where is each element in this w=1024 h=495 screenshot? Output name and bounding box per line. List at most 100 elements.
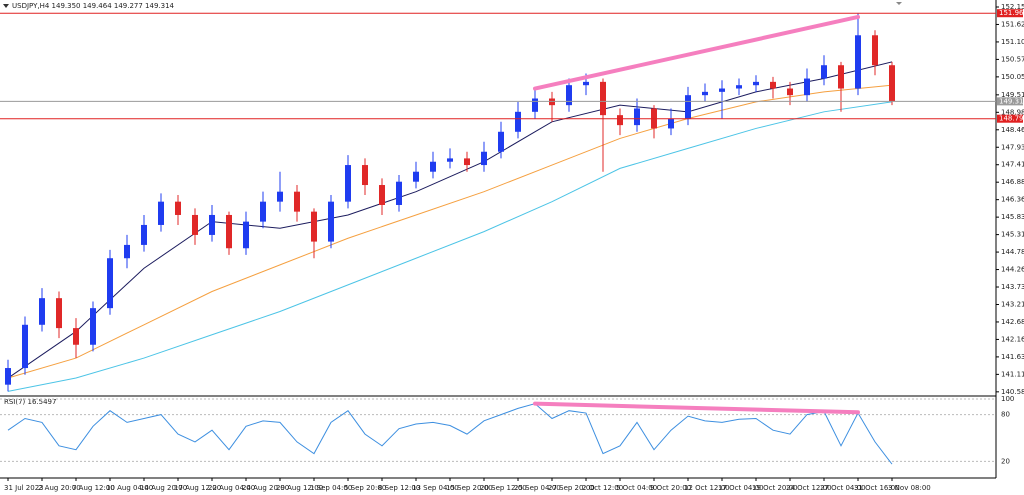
candle-body [413,171,419,182]
x-tick-label: 10 Aug 04:00 [106,484,153,492]
x-tick-label: 25 Sep 04:00 [514,484,561,492]
candle-body [617,115,623,126]
y-tick-label: 142.160 [1001,335,1024,343]
trend-line [533,14,860,91]
y-tick-label: 141.110 [1001,370,1024,378]
candle-body [90,308,96,345]
y-tick-label: 143.735 [1001,283,1024,291]
y-tick-label: 144.260 [1001,266,1024,274]
candle-body [430,161,436,172]
y-tick-label: 146.360 [1001,196,1024,204]
candle-body [787,88,793,96]
price-box [997,9,1023,18]
moving-average [7,101,893,392]
x-tick-label: 29 Aug 12:00 [276,484,323,492]
y-tick-label: 145.310 [1001,231,1024,239]
candle-body [498,131,504,152]
rsi-tick-label: 100 [1001,395,1014,403]
symbol-icon [3,4,9,8]
candle-body [447,158,453,162]
x-tick-label: 5 Sep 20:00 [344,484,386,492]
candle-body [702,91,708,96]
candle-body [209,214,215,235]
candle-body [73,328,79,345]
candle-body [22,324,28,369]
candle-body [821,65,827,79]
candle-body [328,201,334,242]
chart-title: USDJPY,H4 149.350 149.464 149.277 149.31… [12,2,175,10]
y-tick-label: 142.685 [1001,318,1024,326]
candle-body [39,298,45,325]
x-tick-label: 31 Jul 2023 [4,484,44,492]
x-tick-label: 14 Aug 20:00 [140,484,187,492]
candle-body [294,191,300,212]
candle-body [141,224,147,245]
x-tick-label: 17 Aug 12:00 [174,484,221,492]
candle-body [260,201,266,222]
candle-body [5,368,11,385]
candle-body [668,118,674,129]
x-tick-label: 20 Sep 12:00 [480,484,527,492]
x-tick-label: 24 Oct 12:00 [786,484,832,492]
candle-body [515,111,521,132]
candle-body [243,221,249,249]
y-tick-label: 148.460 [1001,126,1024,134]
y-tick-label: 151.100 [1001,38,1024,46]
x-tick-label: 7 Aug 12:00 [72,484,115,492]
candle-body [634,108,640,126]
x-tick-label: 8 Sep 12:00 [378,484,420,492]
candle-body [107,258,113,309]
candle-body [804,78,810,96]
x-tick-label: 22 Aug 04:00 [208,484,255,492]
x-tick-label: 1 Sep 04:00 [310,484,352,492]
x-tick-label: 17 Oct 04:00 [718,484,764,492]
x-tick-label: 9 Oct 20:00 [650,484,691,492]
candle-body [889,65,895,102]
rsi-label: RSI(7) 16.5497 [4,398,56,406]
candle-body [158,201,164,225]
candle-body [583,81,589,86]
x-tick-label: 31 Oct 16:00 [854,484,900,492]
price-box-label: 149.314 [999,97,1024,105]
candle-body [736,85,742,89]
candle-body [396,181,402,205]
candle-body [719,88,725,92]
x-tick-label: 13 Sep 04:00 [412,484,459,492]
x-tick-label: 27 Sep 20:00 [548,484,595,492]
candle-body [770,81,776,89]
rsi-trend-line [533,401,860,415]
y-tick-label: 152.150 [1001,3,1024,11]
candle-body [124,244,130,259]
candle-body [277,191,283,202]
rsi-line [7,403,893,465]
candle-body [226,214,232,249]
y-tick-label: 144.785 [1001,248,1024,256]
candle-body [379,185,385,205]
x-tick-label: 27 Oct 04:00 [820,484,866,492]
x-tick-label: 24 Aug 20:00 [242,484,289,492]
shift-marker [896,2,902,5]
candle-body [566,85,572,106]
candle-body [600,81,606,116]
candle-body [872,35,878,66]
x-tick-label: 2 Oct 12:00 [582,484,623,492]
y-tick-label: 147.935 [1001,143,1024,151]
price-box [997,97,1023,106]
price-box-label: 148.793 [999,115,1024,123]
x-tick-label: 19 Oct 20:00 [752,484,798,492]
y-tick-label: 141.635 [1001,353,1024,361]
candle-body [464,158,470,166]
x-tick-label: 2 Aug 20:00 [38,484,81,492]
candle-body [481,151,487,166]
candle-body [753,81,759,86]
y-tick-label: 150.575 [1001,55,1024,63]
x-tick-label: 3 Nov 08:00 [888,484,931,492]
y-tick-label: 147.410 [1001,161,1024,169]
y-tick-label: 149.510 [1001,91,1024,99]
x-tick-label: 15 Sep 20:00 [446,484,493,492]
moving-average [7,61,893,379]
price-box [997,114,1023,123]
candle-body [175,201,181,215]
